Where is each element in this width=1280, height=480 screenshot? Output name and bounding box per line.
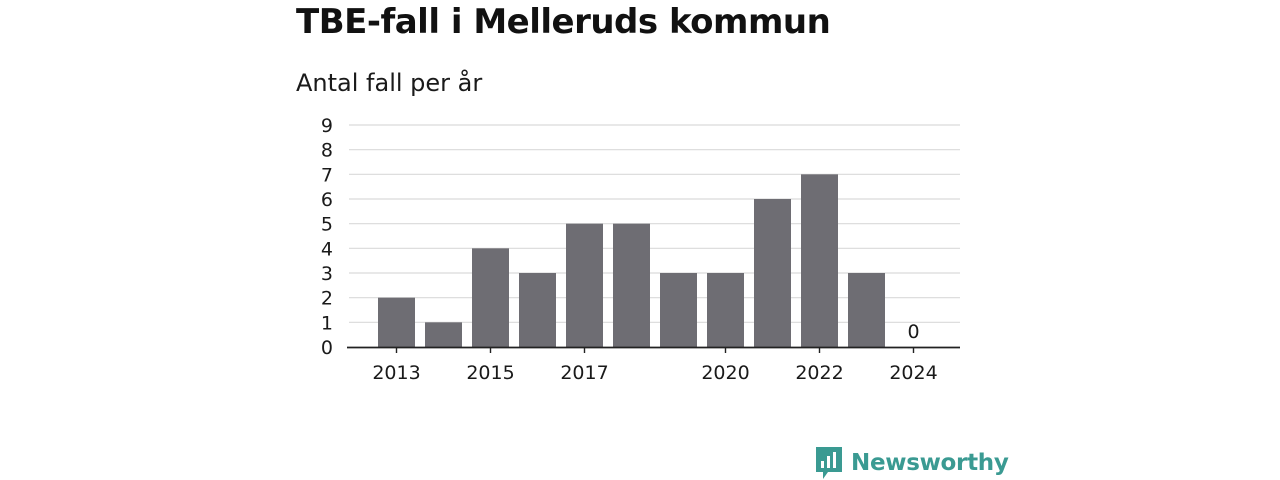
y-tick-label: 5	[321, 214, 333, 236]
bar-2020	[707, 273, 744, 347]
bar-2014	[425, 322, 462, 347]
bar-2021	[754, 199, 791, 347]
y-axis-ticks: 0 12 3 45 6 78 9	[321, 115, 333, 359]
x-tick-label: 2015	[466, 362, 514, 384]
bar-2022	[801, 174, 838, 347]
bar-2023	[848, 273, 885, 347]
bar-2015	[472, 248, 509, 347]
newsworthy-logo-icon	[816, 447, 842, 479]
y-tick-label: 8	[321, 140, 333, 162]
chart-title: TBE-fall i Melleruds kommun	[296, 2, 831, 42]
y-tick-label: 2	[321, 288, 333, 310]
y-tick-label: 4	[321, 238, 333, 260]
x-tick-label: 2022	[795, 362, 843, 384]
bars	[378, 174, 885, 347]
y-tick-label: 6	[321, 189, 333, 211]
x-tick-label: 2020	[701, 362, 749, 384]
gridlines	[349, 124, 960, 323]
y-tick-label: 9	[321, 115, 333, 137]
brand-name: Newsworthy	[851, 450, 1009, 476]
bar-2018	[613, 223, 650, 347]
data-label: 0	[907, 321, 919, 343]
x-tick-label: 2013	[372, 362, 420, 384]
chart-subtitle: Antal fall per år	[296, 69, 483, 97]
y-tick-label: 7	[321, 164, 333, 186]
x-axis-ticks: 2013 2015 2017 2020 2022 2024	[372, 347, 938, 384]
x-tick-label: 2024	[889, 362, 937, 384]
newsworthy-brand: Newsworthy	[815, 446, 1009, 480]
y-tick-label: 3	[321, 263, 333, 285]
bar-2016	[519, 273, 556, 347]
bar-2019	[660, 273, 697, 347]
y-tick-label: 1	[321, 312, 333, 334]
y-tick-label: 0	[321, 337, 333, 359]
bar-2013	[378, 297, 415, 347]
bar-2017	[566, 223, 603, 347]
data-labels: 0	[907, 321, 919, 343]
x-tick-label: 2017	[560, 362, 608, 384]
